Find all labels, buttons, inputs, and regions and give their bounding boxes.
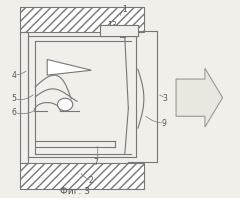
Bar (100, 25, 138, 36)
Text: 7: 7 (94, 158, 99, 167)
Text: 3: 3 (163, 94, 168, 103)
Text: 1: 1 (122, 5, 127, 14)
Text: Фиг. 3: Фиг. 3 (60, 187, 90, 196)
Circle shape (58, 98, 73, 111)
Text: 9: 9 (162, 119, 167, 128)
Text: 2: 2 (89, 176, 94, 185)
Bar (20, 163, 144, 189)
Polygon shape (47, 59, 91, 75)
Text: 8: 8 (52, 64, 57, 73)
Text: 6: 6 (11, 108, 16, 117)
Text: 5: 5 (11, 94, 16, 103)
Text: 4: 4 (11, 71, 16, 80)
Text: 13: 13 (107, 21, 116, 30)
Bar (20, 7, 144, 32)
Polygon shape (176, 68, 223, 127)
